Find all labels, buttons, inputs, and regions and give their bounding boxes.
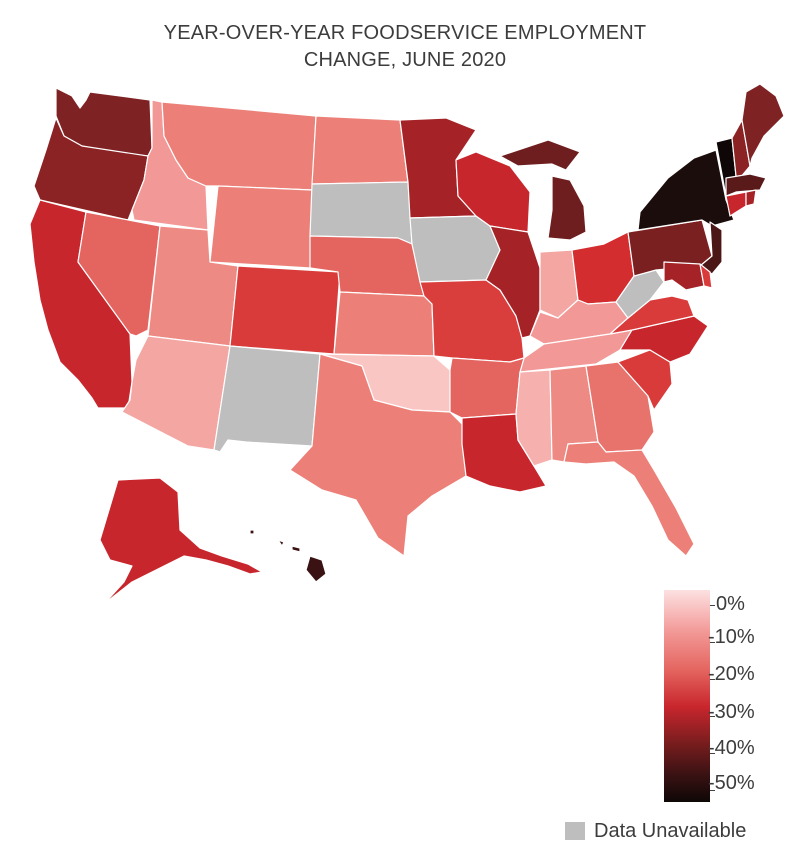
legend-label-0: 0% <box>716 593 745 615</box>
state-north-dakota[interactable] <box>311 115 409 185</box>
state-connecticut[interactable] <box>725 191 747 217</box>
state-new-mexico[interactable] <box>213 345 321 453</box>
state-new-jersey[interactable] <box>699 221 723 275</box>
state-iowa[interactable] <box>409 215 501 283</box>
state-maine[interactable] <box>741 83 785 167</box>
state-rhode-island[interactable] <box>745 189 757 207</box>
legend-tick <box>710 679 715 680</box>
legend-tick <box>710 605 715 606</box>
state-michigan[interactable] <box>499 139 587 241</box>
legend-color-scale <box>664 590 710 802</box>
legend-tick <box>710 790 715 791</box>
legend-tick <box>710 753 715 754</box>
title-line-1: YEAR-OVER-YEAR FOODSERVICE EMPLOYMENT <box>163 22 647 44</box>
legend-label-30: -30% <box>708 701 755 723</box>
title-line-2: CHANGE, JUNE 2020 <box>303 49 507 71</box>
legend-label-40: -40% <box>708 737 755 759</box>
state-south-dakota[interactable] <box>309 181 413 245</box>
legend-tick <box>710 642 715 643</box>
legend-label-20: -20% <box>708 663 755 685</box>
state-maryland[interactable] <box>663 261 705 291</box>
state-delaware[interactable] <box>699 263 713 289</box>
legend-tick <box>710 716 715 717</box>
state-florida[interactable] <box>563 441 695 557</box>
state-illinois[interactable] <box>485 225 541 339</box>
state-colorado[interactable] <box>229 265 341 355</box>
state-arkansas[interactable] <box>449 357 525 419</box>
data-unavailable-label: Data Unavailable <box>594 820 747 842</box>
state-texas[interactable] <box>289 353 467 557</box>
data-unavailable-swatch <box>565 822 585 840</box>
state-kansas[interactable] <box>333 291 435 357</box>
state-hawaii[interactable] <box>249 529 327 583</box>
legend-label-50: -50% <box>708 772 755 794</box>
state-alaska[interactable] <box>99 477 263 605</box>
legend-label-10: -10% <box>708 626 755 648</box>
state-new-hampshire[interactable] <box>731 119 751 179</box>
state-arizona[interactable] <box>121 335 231 451</box>
state-wyoming[interactable] <box>209 185 313 269</box>
map-title: YEAR-OVER-YEAR FOODSERVICE EMPLOYMENT CH… <box>0 20 810 74</box>
